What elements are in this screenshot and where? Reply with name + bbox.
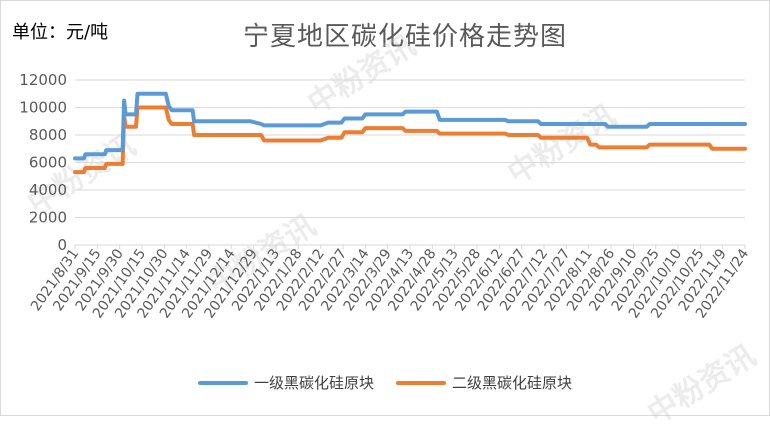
legend: 一级黑碳化硅原块 二级黑碳化硅原块	[0, 372, 770, 393]
y-tick-label: 4000	[29, 181, 67, 199]
y-tick-label: 6000	[29, 154, 67, 172]
y-tick-label: 0	[57, 236, 67, 254]
legend-label-series2: 二级黑碳化硅原块	[452, 374, 573, 392]
legend-label-series1: 一级黑碳化硅原块	[253, 374, 374, 392]
legend-item-series2: 二级黑碳化硅原块	[396, 372, 572, 393]
y-tick-label: 8000	[29, 126, 67, 144]
chart-frame	[0, 0, 770, 416]
legend-swatch-series1	[197, 380, 248, 385]
legend-item-series1: 一级黑碳化硅原块	[197, 372, 374, 393]
line-chart: 0200040006000800010000120002021/8/312021…	[19, 71, 752, 321]
y-tick-label: 2000	[29, 209, 67, 227]
legend-swatch-series2	[396, 380, 446, 385]
y-tick-label: 12000	[19, 71, 67, 89]
unit-label: 单位：元/吨	[12, 22, 109, 43]
y-tick-label: 10000	[19, 99, 67, 117]
chart-title: 宁夏地区碳化硅价格走势图	[242, 22, 567, 52]
series-line-1	[73, 91, 747, 161]
